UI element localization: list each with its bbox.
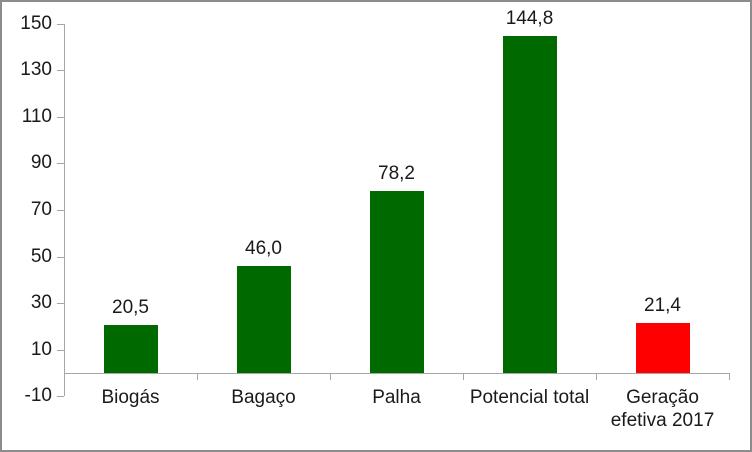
category-label: Potencial total bbox=[469, 387, 590, 408]
bar-Bagaço bbox=[237, 266, 291, 373]
bar-Biogás bbox=[104, 325, 158, 373]
x-tick bbox=[64, 373, 65, 380]
y-tick-label: 70 bbox=[30, 198, 52, 220]
bar-value-label: 78,2 bbox=[378, 163, 415, 184]
category-label: Biogás bbox=[101, 387, 160, 408]
x-tick bbox=[463, 373, 464, 380]
y-tick bbox=[57, 349, 64, 351]
y-tick-label: 50 bbox=[30, 245, 52, 267]
y-tick-label: 90 bbox=[30, 152, 52, 174]
x-tick bbox=[197, 373, 198, 380]
category-label: Palha bbox=[372, 387, 421, 408]
bar-value-label: 21,4 bbox=[644, 295, 681, 316]
x-tick bbox=[596, 373, 597, 380]
x-tick bbox=[330, 373, 331, 380]
y-tick bbox=[57, 163, 64, 165]
y-tick bbox=[57, 303, 64, 305]
bar-Geração efetiva 2017 bbox=[636, 323, 690, 373]
category-label: Geração efetiva 2017 bbox=[610, 387, 715, 431]
y-tick-label: -10 bbox=[24, 385, 52, 407]
y-tick bbox=[57, 116, 64, 118]
y-tick-label: 130 bbox=[20, 59, 52, 81]
y-tick-label: 30 bbox=[30, 292, 52, 314]
y-tick bbox=[57, 209, 64, 211]
y-tick-label: 110 bbox=[21, 105, 52, 127]
category-label: Bagaço bbox=[231, 387, 296, 408]
y-tick bbox=[57, 70, 64, 72]
bar-value-label: 20,5 bbox=[112, 297, 149, 318]
bar-value-label: 46,0 bbox=[245, 238, 282, 259]
y-tick bbox=[57, 396, 64, 398]
x-axis-line bbox=[64, 373, 729, 374]
bar-value-label: 144,8 bbox=[505, 8, 554, 29]
y-tick bbox=[57, 23, 64, 25]
y-tick-label: 10 bbox=[30, 338, 52, 360]
y-tick-label: 150 bbox=[20, 12, 52, 34]
y-axis-line bbox=[64, 23, 65, 397]
bar-Potencial total bbox=[503, 36, 557, 373]
y-tick bbox=[57, 256, 64, 258]
x-tick bbox=[729, 373, 730, 380]
bar-Palha bbox=[370, 191, 424, 373]
